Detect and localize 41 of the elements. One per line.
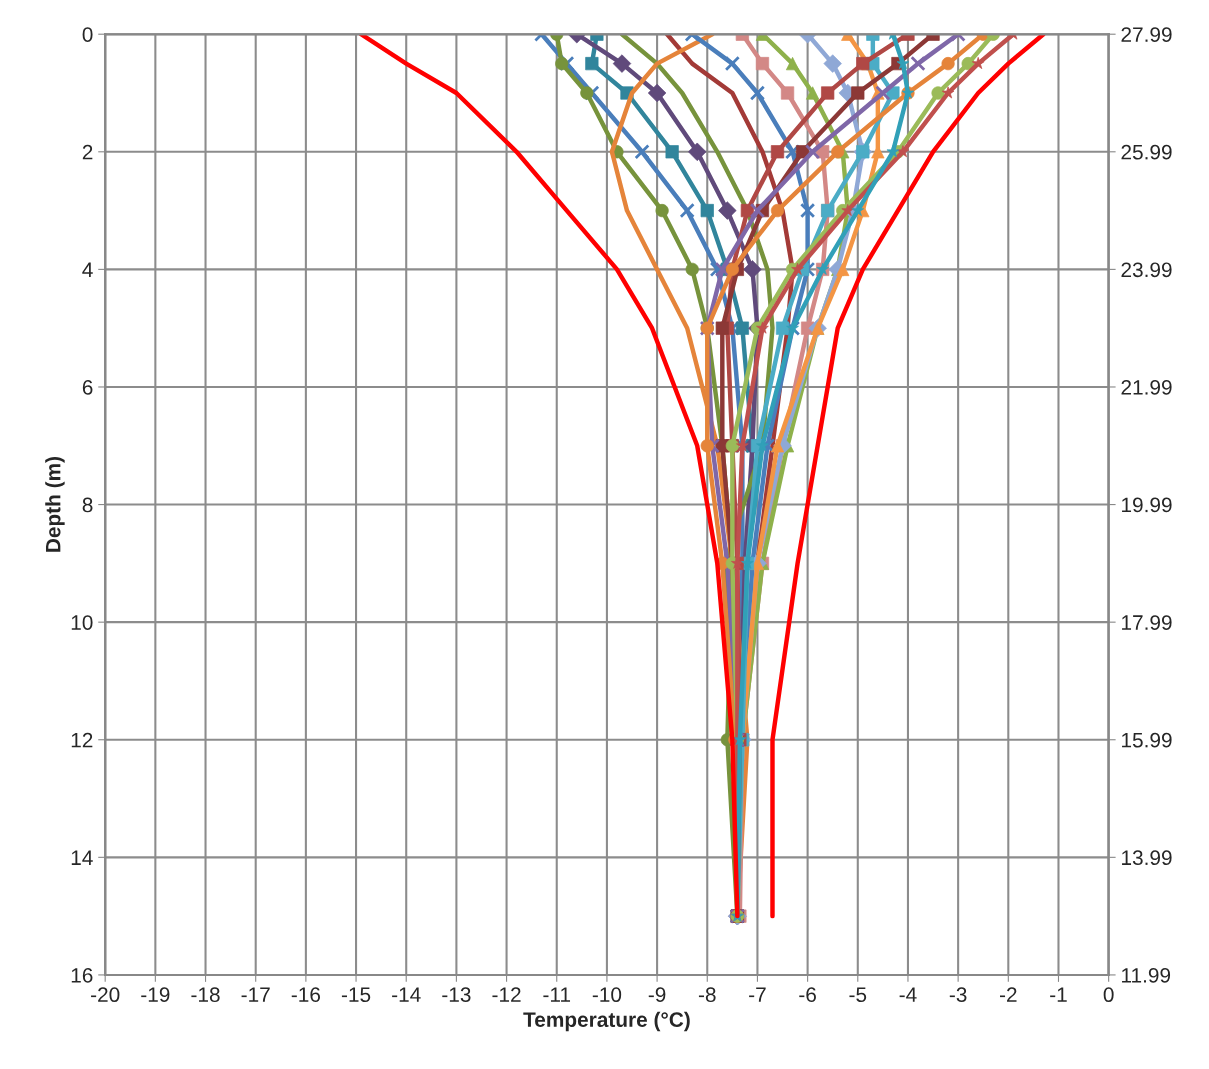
x-tick-label: -12	[492, 987, 521, 1002]
x-tick-label: -14	[392, 987, 421, 1002]
x-tick-label: -16	[291, 987, 321, 1003]
x-tick-label: -3	[949, 987, 967, 1003]
x-tick-label: -17	[241, 987, 270, 1002]
x-tick-label: -1	[1050, 987, 1067, 1002]
y-tick-label: 2	[82, 144, 93, 160]
x-tick-label: -10	[592, 987, 622, 1003]
x-tick-label: -18	[191, 987, 220, 1003]
y-tick-label: 8	[82, 497, 93, 513]
x-tick-label: -8	[698, 987, 716, 1003]
x-tick-label: -5	[849, 987, 867, 1003]
y2-tick-label: 15.99	[1122, 732, 1172, 748]
x-tick-label: -7	[749, 987, 766, 1002]
x-tick-label: -11	[543, 987, 571, 1002]
y2-tick-label: 21.99	[1121, 379, 1172, 395]
y2-tick-label: 27.99	[1121, 27, 1172, 42]
x-tick-label: -2	[999, 987, 1017, 1002]
x-tick-label: -15	[341, 987, 371, 1003]
y-tick-label: 12	[71, 732, 93, 748]
y2-tick-label: 25.99	[1121, 144, 1172, 160]
y-tick-label: 16	[71, 967, 93, 983]
y-tick-label: 10	[71, 615, 93, 630]
y2-tick-label: 11.99	[1122, 967, 1171, 983]
y2-tick-label: 17.99	[1122, 615, 1172, 630]
y-tick-label: 6	[82, 379, 93, 395]
x-tick-label: -13	[442, 987, 471, 1003]
y2-tick-label: 23.99	[1121, 262, 1172, 278]
y-tick-label: 14	[71, 850, 93, 865]
y2-tick-label: 13.99	[1122, 850, 1172, 866]
x-tick-label: -6	[799, 987, 816, 1003]
x-tick-label: -4	[899, 987, 917, 1002]
x-tick-label: 0	[1103, 987, 1114, 1003]
y2-tick-label: 19.99	[1122, 497, 1172, 513]
x-tick-label: -20	[91, 987, 120, 1003]
y-axis-title: Depth (m)	[45, 457, 65, 552]
y-tick-label: 0	[82, 27, 93, 42]
x-axis-title: Temperature (°C)	[523, 1011, 690, 1032]
x-tick-label: -9	[648, 987, 666, 1003]
x-tick-label: -19	[141, 987, 170, 1003]
y-tick-label: 4	[82, 262, 93, 277]
